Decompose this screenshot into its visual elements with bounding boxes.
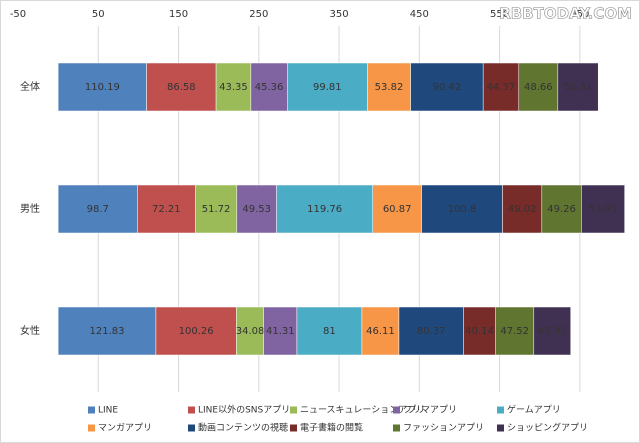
- data-label: 51.72: [202, 204, 231, 215]
- data-label: 119.76: [307, 204, 342, 215]
- x-tick-label: 450: [410, 9, 429, 20]
- legend-label: フリマアプリ: [403, 405, 457, 416]
- data-label: 99.81: [313, 82, 342, 93]
- data-label: 98.7: [87, 204, 109, 215]
- legend-label: ショッピングアプリ: [507, 422, 588, 434]
- legend-label: ニュースキュレーションアプリ: [300, 405, 425, 416]
- bar-segment: [263, 306, 298, 356]
- bar-segment: [541, 184, 582, 234]
- bar-segment: [236, 184, 277, 234]
- data-label: 110.19: [85, 82, 120, 93]
- bar-segment: [533, 306, 571, 356]
- data-label: 40.14: [465, 326, 494, 337]
- bar-segment: [296, 306, 363, 356]
- y-tick-label: 女性: [20, 324, 40, 337]
- data-label: 44.37: [487, 82, 516, 93]
- data-label: 80.37: [417, 326, 446, 337]
- data-label: 100.8: [448, 204, 477, 215]
- data-label: 72.21: [152, 204, 181, 215]
- x-tick-label: 250: [249, 9, 268, 20]
- legend-swatch: [393, 406, 400, 414]
- bar-segment: [236, 306, 265, 356]
- data-label: 49.53: [242, 204, 271, 215]
- legend-label: 電子書籍の閲覧: [300, 422, 363, 434]
- bar-segment: [57, 306, 157, 356]
- bar-segment: [195, 184, 238, 234]
- data-label: 49.02: [508, 204, 537, 215]
- legend-label: 動画コンテンツの視聴: [198, 422, 288, 434]
- data-label: 60.87: [383, 204, 412, 215]
- y-tick-label: 全体: [20, 80, 40, 93]
- x-tick-label: 350: [330, 9, 349, 20]
- legend-label: LINE以外のSNSアプリ: [198, 404, 290, 416]
- data-label: 86.58: [167, 82, 196, 93]
- bar-segment: [421, 184, 503, 234]
- legend-swatch: [88, 424, 95, 432]
- legend-swatch: [88, 406, 95, 414]
- data-label: 47.52: [500, 326, 529, 337]
- data-label: 45.93: [538, 326, 567, 337]
- legend-swatch: [497, 424, 504, 432]
- bar-segment: [287, 62, 368, 112]
- bars: 全体 110.19 86.58 43.35 45.36 99.81 53.82 90.42 44…: [20, 62, 625, 356]
- bar-segment: [410, 62, 484, 112]
- x-tick-label: 150: [169, 9, 188, 20]
- bar-segment: [581, 184, 625, 234]
- legend-label: ゲームアプリ: [507, 404, 561, 416]
- data-label: 46.11: [366, 326, 395, 337]
- bar-segment: [502, 184, 543, 234]
- data-label: 50.31: [564, 82, 593, 93]
- data-label: 53.82: [375, 82, 404, 93]
- data-label: 34.08: [236, 326, 265, 337]
- watermark: RBBTODAY.COM: [499, 5, 632, 23]
- x-tick-label: -50: [10, 9, 26, 20]
- bar-segment: [482, 62, 520, 112]
- y-tick-label: 男性: [20, 202, 40, 215]
- legend-swatch: [393, 424, 400, 432]
- data-label: 90.42: [433, 82, 462, 93]
- legend-swatch: [188, 424, 195, 432]
- x-tick-label: 650: [570, 9, 589, 20]
- bar-segment: [367, 62, 411, 112]
- legend-swatch: [290, 424, 297, 432]
- bar-segment: [398, 306, 464, 356]
- data-label: 49.26: [547, 204, 576, 215]
- bar-segment: [57, 184, 138, 234]
- data-label: 81: [323, 326, 336, 337]
- legend-label: ファッションアプリ: [403, 423, 484, 434]
- bar-segment: [155, 306, 237, 356]
- legend-swatch: [290, 406, 297, 414]
- bar-segment: [463, 306, 496, 356]
- data-label: 53.91: [589, 204, 618, 215]
- legend-swatch: [188, 406, 195, 414]
- data-label: 41.31: [266, 326, 295, 337]
- bar-segment: [137, 184, 196, 234]
- data-label: 121.83: [90, 326, 125, 337]
- bar-segment: [361, 306, 400, 356]
- data-label: 100.26: [179, 326, 214, 337]
- legend-swatch: [497, 406, 504, 414]
- data-label: 48.66: [524, 82, 553, 93]
- bar-segment: [518, 62, 559, 112]
- bar-segment: [372, 184, 422, 234]
- x-tick-label: 50: [92, 9, 105, 20]
- bar-segment: [495, 306, 535, 356]
- x-tick-label: 550: [490, 9, 509, 20]
- bar-segment: [215, 62, 252, 112]
- bar-segment: [276, 184, 373, 234]
- data-label: 43.35: [219, 82, 248, 93]
- legend-label: LINE: [98, 406, 118, 416]
- data-label: 45.36: [255, 82, 284, 93]
- legend-label: マンガアプリ: [98, 423, 152, 434]
- bar-segment: [557, 62, 599, 112]
